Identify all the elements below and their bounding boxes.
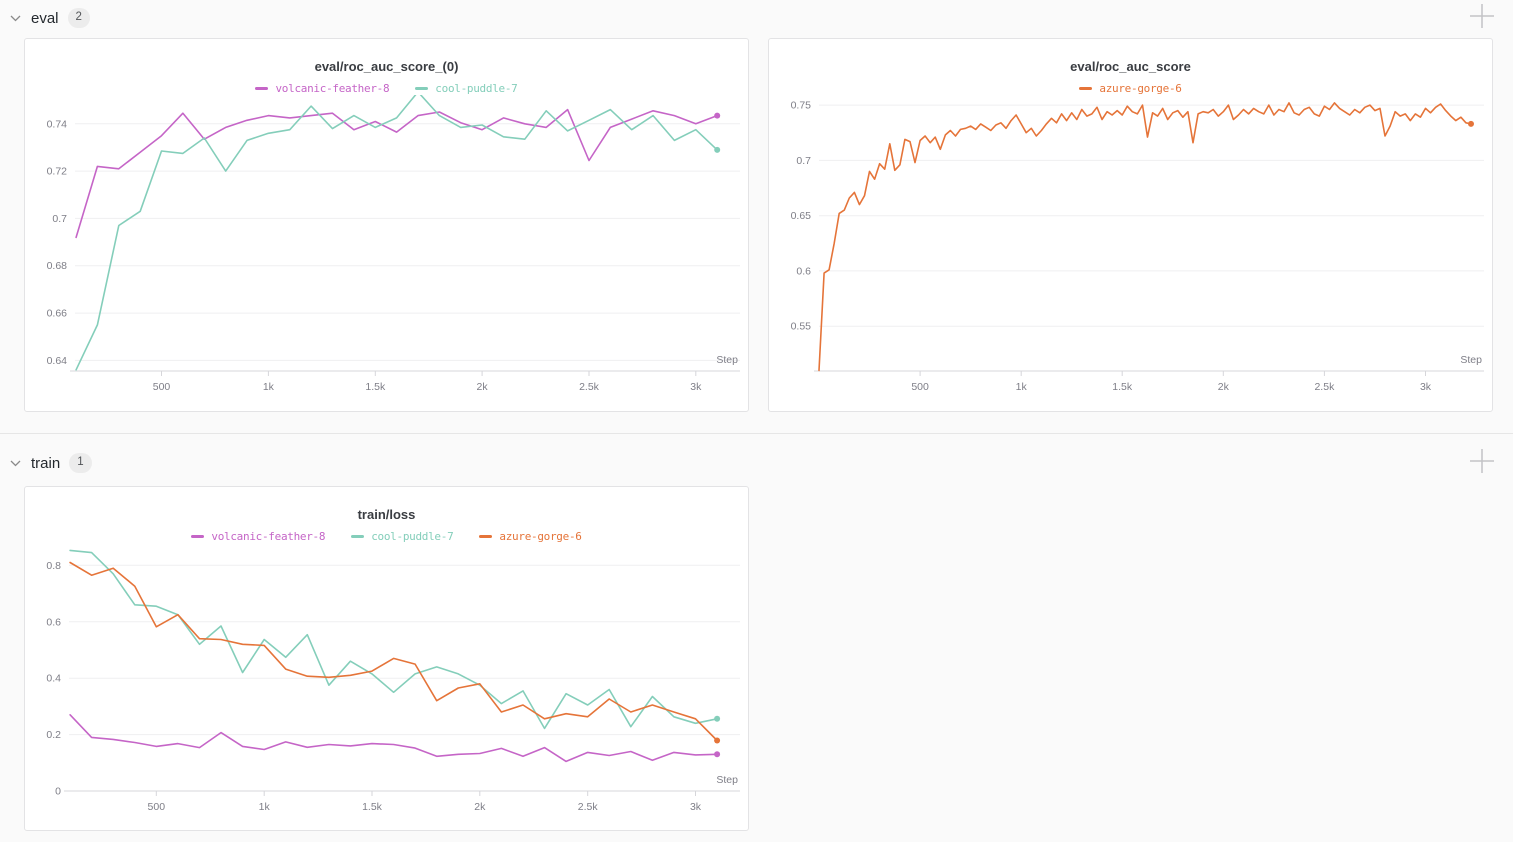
legend-swatch <box>1079 86 1093 90</box>
svg-text:0.6: 0.6 <box>46 616 61 628</box>
legend-item-cool-puddle-7[interactable]: cool-puddle-7 <box>415 81 518 95</box>
line-chart-train-loss[interactable]: 0.8 0.6 0.4 0.2 0 500 1k 1.5k 2k 2.5k 3k Step <box>25 543 748 832</box>
svg-text:0: 0 <box>55 786 61 798</box>
series-line-volcanic-feather-8 <box>69 714 718 763</box>
svg-text:0.75: 0.75 <box>791 100 812 112</box>
chart-legend: volcanic-feather-8 cool-puddle-7 <box>25 81 748 95</box>
svg-text:0.72: 0.72 <box>47 166 68 178</box>
legend-run-name: volcanic-feather-8 <box>211 529 326 543</box>
chart-legend: volcanic-feather-8 cool-puddle-7 azure-gor… <box>25 529 748 543</box>
svg-text:0.8: 0.8 <box>46 560 61 572</box>
legend-swatch <box>351 534 365 538</box>
svg-text:2.5k: 2.5k <box>579 381 600 393</box>
svg-text:Step: Step <box>716 774 738 786</box>
svg-text:2.5k: 2.5k <box>1314 381 1335 393</box>
svg-text:0.7: 0.7 <box>52 213 67 225</box>
chart-title: eval/roc_auc_score <box>1070 59 1191 74</box>
svg-text:2k: 2k <box>477 381 489 393</box>
legend-swatch <box>255 86 269 90</box>
line-chart-eval-roc-auc-score[interactable]: 0.75 0.7 0.65 0.6 0.55 500 1k 1.5k 2k 2.5k 3k Step <box>769 95 1492 413</box>
add-panel-icon[interactable] <box>1467 1 1497 31</box>
svg-text:3k: 3k <box>690 381 702 393</box>
svg-text:0.55: 0.55 <box>791 321 812 333</box>
svg-text:1.5k: 1.5k <box>362 801 383 813</box>
legend-run-name: azure-gorge-6 <box>499 529 582 543</box>
section-title-train: train <box>31 454 61 472</box>
chart-title: eval/roc_auc_score_(0) <box>314 59 459 74</box>
svg-text:0.74: 0.74 <box>47 118 68 130</box>
series-endpoint-volcanic-feather-8 <box>714 751 721 758</box>
legend-item-volcanic-feather-8[interactable]: volcanic-feather-8 <box>255 81 390 95</box>
svg-text:1.5k: 1.5k <box>365 381 386 393</box>
legend-run-name: cool-puddle-7 <box>371 529 454 543</box>
panel-count-badge: 1 <box>69 453 92 473</box>
line-chart-eval-roc-auc-score-0[interactable]: 0.74 0.72 0.7 0.68 0.66 0.64 500 1k 1.5k 2k 2.5k 3k… <box>25 95 748 413</box>
svg-text:2k: 2k <box>474 801 486 813</box>
legend-swatch <box>415 86 429 90</box>
legend-run-name: volcanic-feather-8 <box>275 81 390 95</box>
chart-legend: azure-gorge-6 <box>769 81 1492 95</box>
svg-text:0.6: 0.6 <box>796 265 811 277</box>
chart-title: train/loss <box>357 507 416 522</box>
svg-text:0.68: 0.68 <box>47 260 68 272</box>
legend-item-azure-gorge-6[interactable]: azure-gorge-6 <box>479 529 582 543</box>
legend-run-name: azure-gorge-6 <box>1099 81 1182 95</box>
svg-text:1k: 1k <box>259 801 271 813</box>
svg-text:0.64: 0.64 <box>47 355 68 367</box>
section-divider <box>0 433 1513 434</box>
svg-text:2k: 2k <box>1218 381 1230 393</box>
series-line-cool-puddle-7 <box>69 549 718 730</box>
section-header-eval: eval 2 <box>8 6 90 30</box>
legend-item-cool-puddle-7[interactable]: cool-puddle-7 <box>351 529 454 543</box>
chevron-down-icon[interactable] <box>8 11 22 25</box>
legend-swatch <box>191 534 205 538</box>
panel-eval-roc-auc-score: eval/roc_auc_score azure-gorge-6 0.75 0.7… <box>768 38 1493 412</box>
series-line-azure-gorge-6 <box>69 561 718 742</box>
svg-text:3k: 3k <box>1420 381 1432 393</box>
svg-text:1k: 1k <box>1016 381 1028 393</box>
legend-run-name: cool-puddle-7 <box>435 81 518 95</box>
legend-item-volcanic-feather-8[interactable]: volcanic-feather-8 <box>191 529 326 543</box>
svg-text:3k: 3k <box>690 801 702 813</box>
series-endpoint-cool-puddle-7 <box>714 715 721 722</box>
legend-swatch <box>479 534 493 538</box>
section-title-eval: eval <box>31 9 59 27</box>
chevron-down-icon[interactable] <box>8 456 22 470</box>
series-line-azure-gorge-6 <box>818 102 1472 372</box>
series-endpoint-volcanic-feather-8 <box>714 112 721 119</box>
svg-text:0.66: 0.66 <box>47 308 68 320</box>
panel-eval-roc-auc-score-0: eval/roc_auc_score_(0) volcanic-feather-… <box>24 38 749 412</box>
svg-text:500: 500 <box>911 381 929 393</box>
svg-text:1k: 1k <box>263 381 275 393</box>
svg-text:500: 500 <box>148 801 166 813</box>
svg-text:Step: Step <box>716 354 738 366</box>
svg-text:0.4: 0.4 <box>46 673 61 685</box>
svg-text:Step: Step <box>1460 354 1482 366</box>
series-endpoint-azure-gorge-6 <box>714 737 721 744</box>
legend-item-azure-gorge-6[interactable]: azure-gorge-6 <box>1079 81 1182 95</box>
add-panel-icon[interactable] <box>1467 446 1497 476</box>
svg-text:2.5k: 2.5k <box>578 801 599 813</box>
svg-text:0.65: 0.65 <box>791 210 812 222</box>
svg-text:0.2: 0.2 <box>46 729 61 741</box>
svg-text:0.7: 0.7 <box>796 155 811 167</box>
series-endpoint-azure-gorge-6 <box>1468 120 1474 127</box>
section-header-train: train 1 <box>8 451 92 475</box>
series-endpoint-cool-puddle-7 <box>714 146 721 153</box>
series-line-cool-puddle-7 <box>75 95 719 371</box>
panel-count-badge: 2 <box>67 8 90 28</box>
svg-text:1.5k: 1.5k <box>1112 381 1133 393</box>
series-line-volcanic-feather-8 <box>75 108 719 239</box>
panel-train-loss: train/loss volcanic-feather-8 cool-puddle… <box>24 486 749 831</box>
svg-text:500: 500 <box>153 381 171 393</box>
